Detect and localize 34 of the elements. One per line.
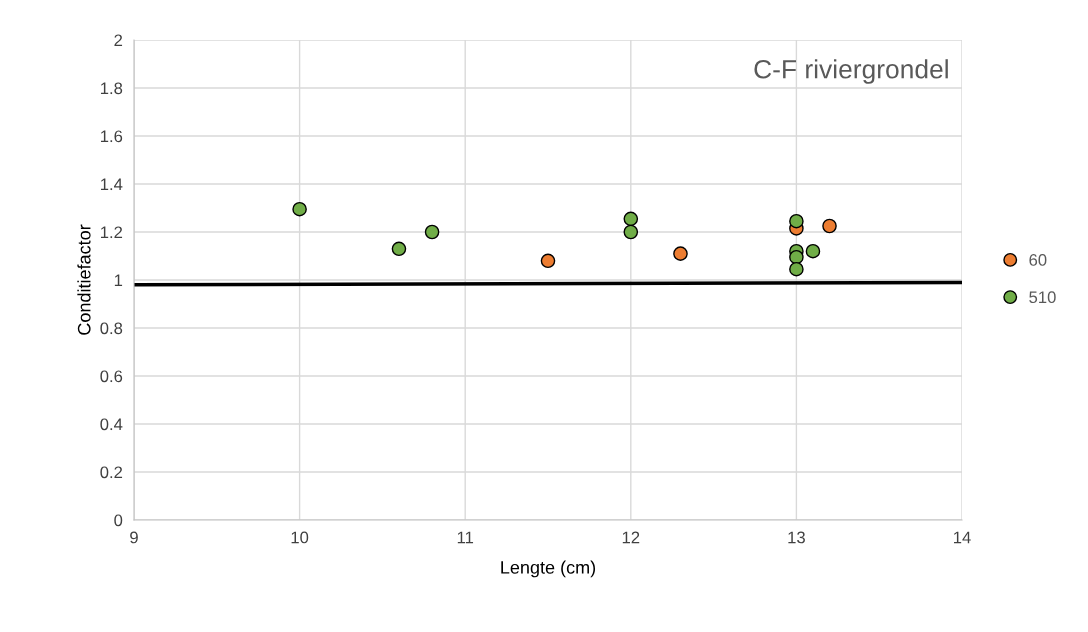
y-tick-label: 0.2 [100,466,123,479]
y-axis-title: Conditiefactor [77,224,91,335]
point [391,241,407,257]
x-tick-label: 14 [954,531,971,544]
point [623,224,639,240]
point [292,201,307,217]
x-tick-label: 12 [622,531,640,544]
point [822,218,837,234]
x-axis-title: Lengte (cm) [501,560,596,578]
x-tick-label: 13 [788,531,805,544]
y-tick-label: 1.4 [100,178,123,191]
y-tick-label: 0.4 [100,418,123,431]
legend-label: 510 [1029,291,1056,304]
point [540,253,556,269]
y-tick-label: 1.8 [100,82,123,95]
y-tick-label: 1 [114,274,123,287]
y-tick-label: 0.6 [100,370,123,383]
point [789,213,804,229]
y-tick-label: 0 [114,514,123,527]
text: C-F riviergrondel [754,59,948,84]
point [805,243,821,259]
point [789,249,804,265]
x-tick-label: 10 [291,531,309,544]
x-tick-label: 9 [130,531,138,544]
point [789,261,804,277]
y-tick-label: 1.6 [100,130,123,143]
y-tick-label: 0.8 [100,322,123,335]
point [424,224,440,240]
point [673,246,688,261]
y-tick-label: 1.2 [100,226,123,239]
point [623,211,639,227]
x-tick-label: 11 [457,531,474,544]
y-tick-label: 2 [114,34,123,47]
legend-label: 60 [1029,254,1047,266]
